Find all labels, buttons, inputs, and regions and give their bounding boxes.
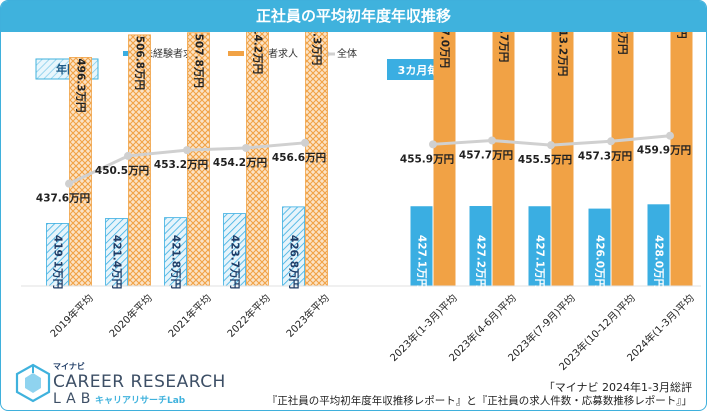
source-line-1: 「マイナビ 2024年1-3月総評: [543, 381, 692, 394]
overall-point: [547, 141, 555, 150]
bar-label-inexperienced: 421.4万円: [111, 235, 123, 289]
overall-label: 437.6万円: [36, 193, 90, 205]
overall-label: 459.9万円: [637, 145, 691, 157]
chart-title: 正社員の平均初年度年収推移: [1, 1, 706, 32]
bar-inexperienced: [469, 206, 492, 286]
x-tick-label: 2023年(1-3月)平均: [387, 291, 460, 364]
logo-brand-main: CAREER RESEARCH: [53, 372, 226, 392]
bar-label-inexperienced: 419.1万円: [52, 235, 64, 289]
bar-label-inexperienced: 427.2万円: [475, 235, 487, 289]
bar-label-experienced: 507.8万円: [193, 34, 205, 88]
legend-label: 全体: [337, 47, 357, 60]
bar-inexperienced: [588, 208, 611, 286]
bar-label-inexperienced: 426.8万円: [288, 235, 300, 289]
bar-label-inexperienced: 428.0万円: [653, 235, 665, 289]
overall-point: [242, 143, 250, 152]
source-line-2: 『正社員の平均初年度年収推移レポート』と『正社員の求人件数・応募数推移レポート』…: [266, 395, 692, 407]
bar-label-experienced: 506.8万円: [134, 36, 146, 90]
overall-point: [666, 131, 674, 140]
overall-point: [429, 140, 437, 149]
career-research-lab-logo-icon: [15, 363, 51, 403]
bar-inexperienced: [410, 206, 433, 286]
overall-point: [488, 136, 496, 145]
logo-brand-sub: キャリアリサーチLab: [95, 396, 186, 406]
x-tick-label: 2020年平均: [106, 291, 154, 339]
bar-inexperienced: [647, 204, 670, 286]
bar-label-inexperienced: 426.0万円: [594, 235, 606, 289]
bar-label-inexperienced: 427.1万円: [416, 235, 428, 289]
bar-experienced: [433, 12, 456, 286]
logo-brand-small: マイナビ: [53, 362, 85, 371]
bar-label-inexperienced: 423.7万円: [229, 235, 241, 289]
bar-inexperienced: [528, 206, 551, 286]
logo-brand-lab: LAB: [53, 391, 96, 407]
overall-label: 455.9万円: [400, 153, 454, 165]
x-tick-label: 2019年平均: [47, 291, 95, 339]
overall-label: 450.5万円: [95, 165, 149, 177]
x-tick-label: 2021年平均: [165, 291, 213, 339]
bar-experienced: [492, 7, 515, 287]
overall-point: [301, 138, 309, 147]
bar-label-experienced: 496.3万円: [75, 58, 87, 112]
overall-label: 457.3万円: [578, 150, 632, 162]
x-tick-label: 2023年平均: [283, 291, 331, 339]
overall-label: 453.2万円: [154, 159, 208, 171]
overall-point: [124, 151, 132, 160]
bar-experienced: [670, 1, 693, 287]
overall-point: [183, 146, 191, 155]
bar-label-experienced: 513.2万円: [557, 22, 569, 76]
overall-label: 455.5万円: [518, 154, 572, 166]
legend-swatch: [228, 51, 244, 56]
bar-label-inexperienced: 421.8万円: [170, 235, 182, 289]
overall-label: 456.6万円: [272, 152, 326, 164]
bar-label-experienced: 514.2万円: [252, 20, 264, 74]
overall-point: [65, 179, 73, 188]
quarter-group-label: 3カ月毎: [398, 63, 439, 77]
bar-experienced: [551, 21, 574, 287]
overall-point: [607, 137, 615, 146]
bar-label-inexperienced: 427.1万円: [534, 235, 546, 289]
bar-experienced: [611, 1, 634, 287]
overall-label: 457.7万円: [459, 149, 513, 161]
x-tick-label: 2022年平均: [224, 291, 272, 339]
overall-label: 454.2万円: [213, 157, 267, 169]
